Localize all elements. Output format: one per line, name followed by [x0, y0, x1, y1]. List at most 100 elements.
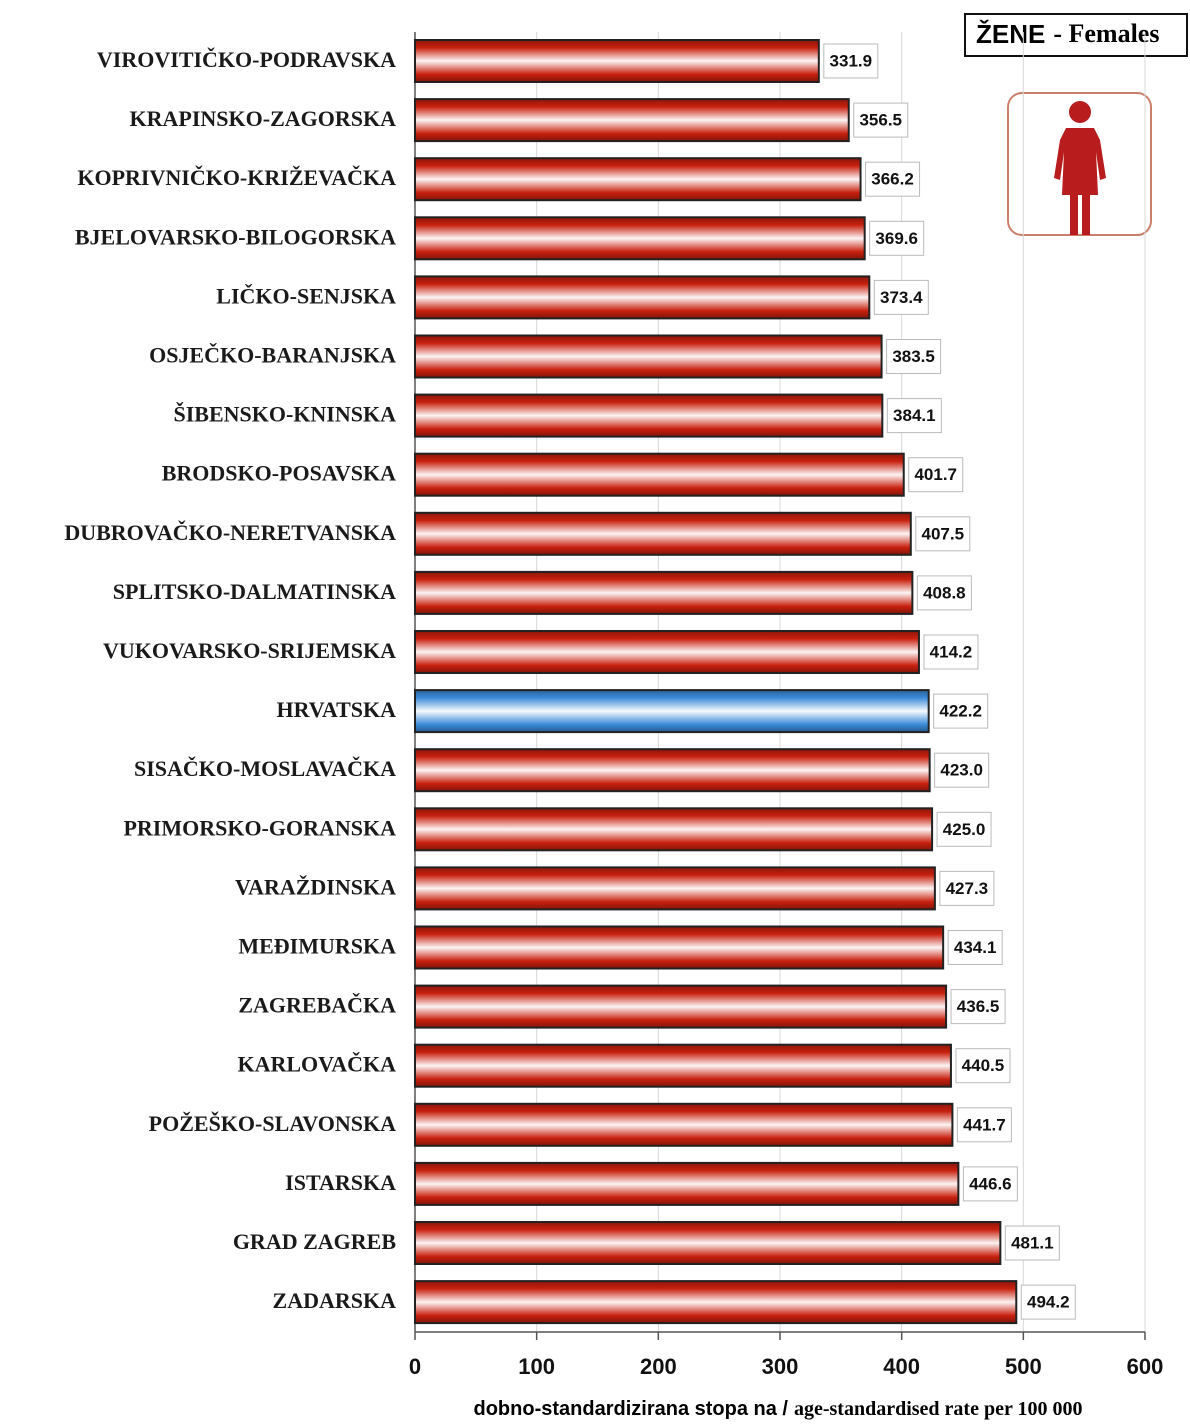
value-label-box [955, 1048, 1011, 1084]
y-tick-label: BRODSKO-POSAVSKA [162, 461, 396, 486]
y-tick-label: ZADARSKA [273, 1288, 397, 1313]
value-label: 401.7 [914, 465, 957, 484]
value-label-box [886, 339, 942, 374]
value-label: 414.2 [930, 642, 973, 661]
value-label-box [956, 1107, 1012, 1143]
value-label-box [908, 457, 964, 493]
x-tick-label: 200 [640, 1354, 677, 1379]
y-tick-label: PRIMORSKO-GORANSKA [123, 815, 396, 840]
value-label-box [916, 575, 972, 611]
value-label: 408.8 [923, 583, 966, 602]
y-tick-label: ŠIBENSKO-KNINSKA [173, 402, 396, 427]
bar [414, 1221, 1002, 1265]
value-label-box [1020, 1284, 1076, 1320]
value-label-box [923, 634, 979, 670]
value-label-box [936, 811, 992, 847]
x-tick-label: 0 [409, 1354, 421, 1379]
value-label: 373.4 [880, 288, 923, 307]
bar [414, 689, 930, 734]
bar [414, 275, 871, 320]
value-label: 384.1 [893, 406, 936, 425]
y-tick-label: KRAPINSKO-ZAGORSKA [130, 106, 397, 131]
bar [414, 39, 820, 83]
bar [414, 866, 936, 911]
value-label: 407.5 [922, 524, 965, 543]
value-label: 481.1 [1011, 1233, 1054, 1252]
value-label-box [823, 43, 879, 79]
y-tick-label: KOPRIVNIČKO-KRIŽEVAČKA [77, 165, 396, 190]
value-label: 422.2 [939, 702, 982, 721]
value-label: 494.2 [1027, 1293, 1070, 1312]
y-tick-label: HRVATSKA [277, 697, 397, 722]
x-tick-label: 400 [883, 1354, 920, 1379]
bar [414, 157, 862, 202]
chart-title-group: ŽENE - Females [976, 19, 1159, 49]
bar [414, 1280, 1018, 1325]
x-axis-label: dobno-standardizirana stopa na / age-stan… [474, 1398, 1083, 1421]
y-tick-label: VARAŽDINSKA [235, 874, 396, 899]
bar [414, 570, 914, 615]
y-tick-label: VIROVITIČKO-PODRAVSKA [97, 47, 396, 72]
value-label: 434.1 [954, 938, 997, 957]
value-label: 427.3 [946, 879, 989, 898]
y-tick-label: ISTARSKA [285, 1170, 396, 1195]
value-label-box [915, 516, 971, 552]
x-tick-label: 300 [762, 1354, 799, 1379]
value-label: 383.5 [892, 347, 935, 366]
y-tick-label: POŽEŠKO-SLAVONSKA [149, 1111, 396, 1136]
value-label-box [939, 870, 995, 906]
y-tick-label: SISAČKO-MOSLAVAČKA [134, 756, 396, 781]
bar [414, 511, 912, 556]
bar [414, 452, 905, 497]
value-label-box [962, 1166, 1018, 1202]
bar [414, 1102, 954, 1147]
value-label-box [933, 693, 989, 729]
value-label: 369.6 [875, 229, 918, 248]
value-label: 331.9 [830, 51, 873, 70]
x-tick-label: 100 [518, 1354, 555, 1379]
bar [414, 925, 945, 970]
chart-title-suffix: - Females [1053, 19, 1159, 48]
title-box [964, 13, 1188, 57]
value-label-box [853, 102, 909, 138]
value-label: 366.2 [871, 170, 914, 189]
y-tick-label: DUBROVAČKO-NERETVANSKA [64, 520, 396, 545]
bar [414, 98, 850, 143]
icon-head [1069, 101, 1091, 123]
value-label-box [1004, 1225, 1060, 1261]
bar [414, 630, 920, 674]
chart-title: ŽENE [976, 19, 1045, 49]
bar [414, 216, 866, 261]
y-tick-label: OSJEČKO-BARANJSKA [149, 343, 396, 368]
bar [414, 984, 948, 1029]
x-tick-label: 600 [1127, 1354, 1164, 1379]
value-label-box [869, 220, 925, 256]
y-tick-label: MEĐIMURSKA [238, 934, 396, 959]
value-label: 441.7 [963, 1115, 1006, 1134]
bar [414, 748, 931, 793]
y-tick-label: GRAD ZAGREB [233, 1229, 397, 1254]
x-tick-label: 500 [1005, 1354, 1042, 1379]
y-tick-label: VUKOVARSKO-SRIJEMSKA [103, 638, 396, 663]
bar [414, 807, 934, 852]
value-label: 425.0 [943, 820, 986, 839]
value-label: 440.5 [962, 1056, 1005, 1075]
x-axis-label-part: dobno-standardizirana stopa na / [474, 1398, 789, 1420]
value-label: 436.5 [957, 997, 1000, 1016]
bar [414, 1043, 952, 1088]
y-tick-label: LIČKO-SENJSKA [216, 283, 396, 308]
value-label-box [886, 398, 942, 434]
value-label: 446.6 [969, 1174, 1012, 1193]
value-label: 356.5 [859, 111, 902, 130]
x-axis-label-part: age-standardised rate per 100 000 [794, 1398, 1083, 1420]
value-label-box [950, 989, 1006, 1025]
icon-body [1054, 128, 1106, 235]
value-label-box [947, 930, 1003, 965]
y-tick-label: BJELOVARSKO-BILOGORSKA [75, 224, 396, 249]
bar [414, 1161, 960, 1206]
y-tick-label: SPLITSKO-DALMATINSKA [113, 579, 396, 604]
value-label-box [865, 161, 921, 197]
value-label: 423.0 [940, 761, 983, 780]
female-icon [1007, 92, 1152, 236]
